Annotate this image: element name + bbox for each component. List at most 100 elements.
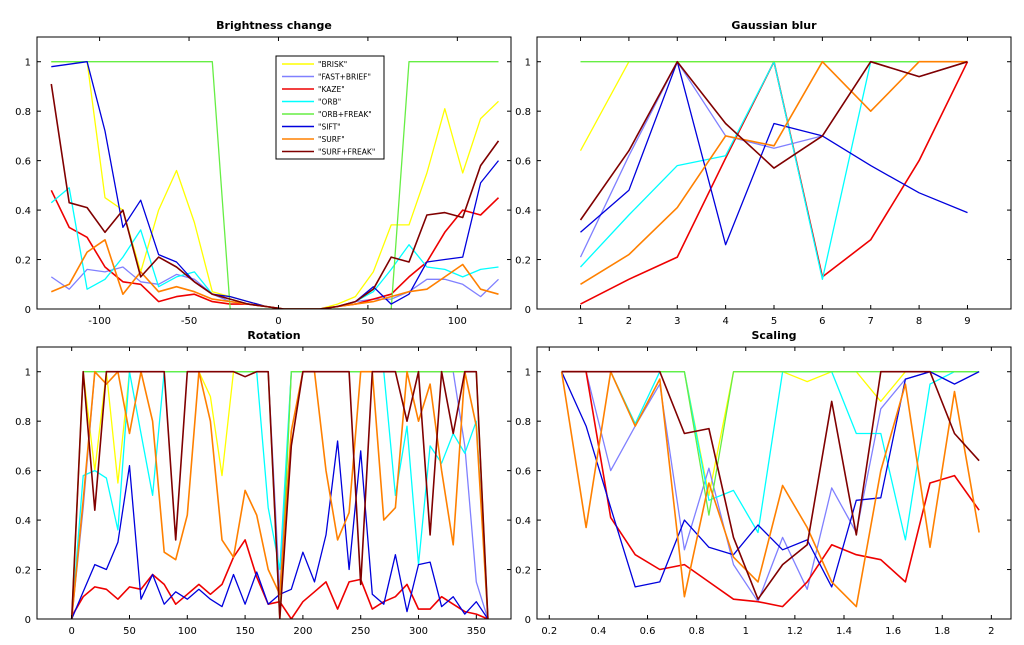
x-tick-label: 5 — [771, 316, 777, 327]
chart-panel-2: Rotation 0 0.2 0.4 0.6 0.8 1 0 50 100 150 200 250 300… — [15, 329, 512, 637]
y-tick-label: 1 — [25, 368, 31, 379]
y-tick-label: 0.8 — [15, 107, 31, 118]
y-tick-label: 1 — [525, 368, 531, 379]
x-tick-label: 0.2 — [541, 626, 557, 637]
x-tick-label: 1.2 — [787, 626, 803, 637]
legend-label: "SIFT" — [318, 123, 341, 132]
x-tick-label: 250 — [351, 626, 370, 637]
series-line-sift — [580, 61, 968, 246]
series-line-surf-freak — [561, 370, 980, 601]
y-tick-label: 0.4 — [15, 516, 31, 527]
legend-label: "SURF" — [318, 135, 345, 144]
series-line-fast-brief — [579, 61, 968, 258]
y-tick-label: 0.8 — [515, 107, 531, 118]
x-tick-label: 0.8 — [689, 626, 705, 637]
series-line-orb — [580, 61, 968, 280]
y-tick-label: 0.4 — [15, 206, 31, 217]
x-tick-label: -100 — [88, 316, 111, 327]
y-tick-label: 0.2 — [515, 566, 531, 577]
x-tick-label: 2 — [988, 626, 994, 637]
y-tick-label: 0.8 — [15, 417, 31, 428]
x-tick-label: 100 — [448, 316, 467, 327]
x-tick-label: 300 — [409, 626, 428, 637]
series-line-surf-freak — [70, 370, 489, 619]
x-tick-label: 6 — [819, 316, 825, 327]
x-tick-label: 0.4 — [590, 626, 606, 637]
series-group — [50, 61, 500, 309]
series-line-brisk — [51, 61, 499, 309]
legend-label: "SURF+FREAK" — [318, 148, 375, 157]
series-group — [560, 370, 980, 608]
x-tick-label: 1 — [743, 626, 749, 637]
legend-label: "BRISK" — [318, 60, 347, 69]
y-tick-label: 0.6 — [515, 157, 531, 168]
series-line-orb-freak — [561, 371, 980, 516]
series-line-orb-freak — [51, 61, 499, 309]
x-tick-label: 2 — [626, 316, 632, 327]
x-tick-label: 1 — [577, 316, 583, 327]
legend-label: "ORB" — [318, 98, 341, 107]
y-tick-label: 0.4 — [515, 516, 531, 527]
chart-panel-1: Gaussian blur 0 0.2 0.4 0.6 0.8 1 1 2 3 4 5 6 7 8 9 — [515, 19, 1012, 327]
chart-title: Gaussian blur — [731, 19, 817, 32]
series-line-kaze — [50, 189, 500, 309]
series-line-brisk — [561, 371, 980, 497]
series-line-fast-brief — [561, 371, 980, 603]
series-line-kaze — [71, 539, 489, 619]
x-tick-label: 4 — [722, 316, 728, 327]
chart-title: Rotation — [247, 329, 300, 342]
legend: "BRISK" "FAST+BRIEF" "KAZE" "ORB" "ORB+FREAK… — [275, 55, 385, 160]
x-tick-label: 9 — [964, 316, 970, 327]
legend-label: "KAZE" — [318, 85, 345, 94]
x-tick-label: 8 — [916, 316, 922, 327]
x-tick-label: 1.8 — [934, 626, 950, 637]
x-tick-label: 7 — [868, 316, 874, 327]
chart-title: Brightness change — [216, 19, 332, 32]
x-tick-label: 200 — [293, 626, 312, 637]
y-tick-label: 0.2 — [15, 566, 31, 577]
axes-frame — [536, 346, 1012, 620]
x-tick-label: 50 — [123, 626, 136, 637]
x-tick-label: 0 — [275, 316, 281, 327]
y-tick-label: 0.4 — [515, 206, 531, 217]
y-tick-label: 0 — [525, 615, 531, 626]
x-tick-label: 1.4 — [836, 626, 852, 637]
y-tick-label: 0.2 — [515, 256, 531, 267]
chart-title: Scaling — [751, 329, 796, 342]
series-line-surf-freak — [50, 83, 500, 309]
x-tick-label: 350 — [467, 626, 486, 637]
x-tick-label: -50 — [181, 316, 197, 327]
series-line-fast-brief — [50, 266, 499, 309]
x-tick-label: 3 — [674, 316, 680, 327]
series-line-surf-freak — [579, 60, 968, 221]
legend-label: "FAST+BRIEF" — [318, 73, 371, 82]
series-line-orb — [561, 371, 980, 541]
y-tick-label: 1 — [25, 58, 31, 69]
series-line-kaze — [561, 370, 980, 608]
y-tick-label: 0.6 — [15, 157, 31, 168]
series-line-surf — [580, 60, 968, 285]
series-line-surf — [560, 370, 980, 608]
y-tick-label: 0 — [525, 305, 531, 316]
y-tick-label: 0 — [25, 305, 31, 316]
series-group — [579, 60, 969, 305]
y-tick-label: 0 — [25, 615, 31, 626]
x-tick-label: 0.6 — [640, 626, 656, 637]
chart-panel-3: Scaling 0 0.2 0.4 0.6 0.8 1 0.2 0.4 0.6 0.8 1 1.2 1.4… — [515, 329, 1012, 637]
axes-frame — [36, 36, 512, 310]
x-tick-label: 50 — [362, 316, 375, 327]
legend-label: "ORB+FREAK" — [318, 110, 372, 119]
series-line-sift — [51, 61, 500, 309]
series-line-kaze — [580, 60, 969, 305]
x-tick-label: 0 — [68, 626, 74, 637]
series-line-surf — [50, 239, 499, 309]
y-tick-label: 0.8 — [515, 417, 531, 428]
chart-panel-0: Brightness change 0 0.2 0.4 0.6 0.8 1 -100 -50 0 5… — [15, 19, 512, 327]
x-tick-label: 150 — [236, 626, 255, 637]
y-tick-label: 0.6 — [515, 467, 531, 478]
axes-frame — [36, 346, 512, 620]
series-group — [70, 370, 489, 619]
series-line-sift — [561, 371, 980, 588]
y-tick-label: 0.6 — [15, 467, 31, 478]
